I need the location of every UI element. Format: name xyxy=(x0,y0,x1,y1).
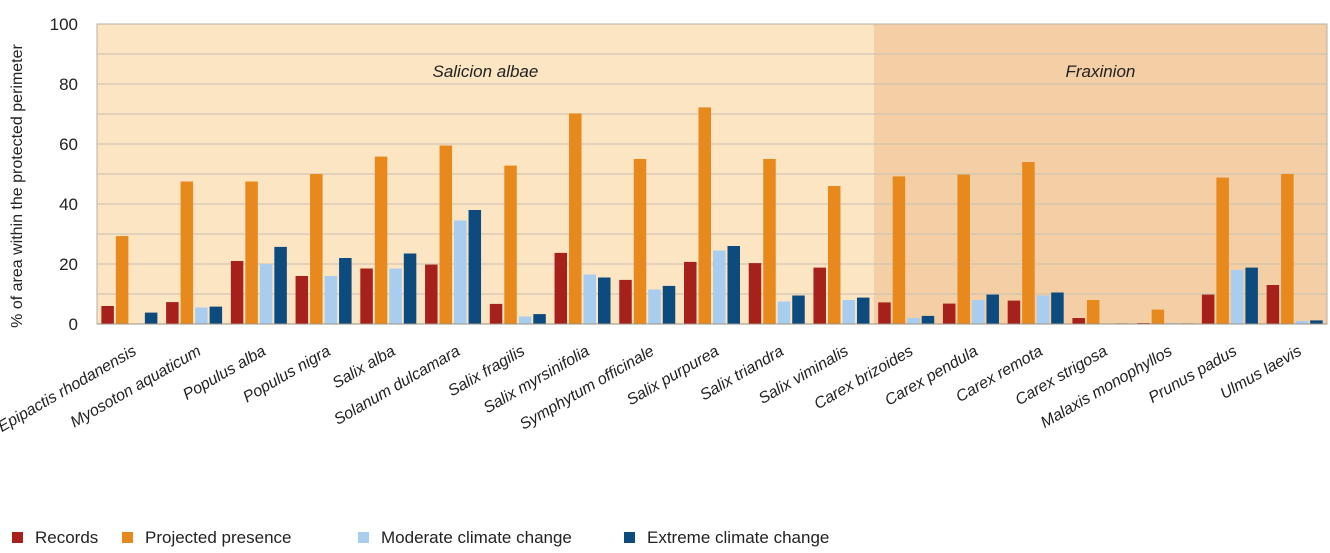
bar xyxy=(813,267,826,324)
bar xyxy=(230,261,244,324)
bar xyxy=(144,312,158,324)
bar xyxy=(957,174,970,324)
bar xyxy=(1072,318,1085,324)
bar xyxy=(583,274,597,324)
bar xyxy=(684,261,697,324)
region-label: Fraxinion xyxy=(1065,62,1135,81)
bar xyxy=(1201,294,1215,324)
bar xyxy=(504,165,517,324)
bar xyxy=(763,159,776,324)
bar xyxy=(468,210,482,324)
bar xyxy=(389,268,402,324)
bar xyxy=(274,246,287,324)
bar xyxy=(1245,267,1258,324)
bar xyxy=(403,253,417,324)
legend-label: Records xyxy=(35,528,98,547)
bar xyxy=(856,297,870,324)
bar xyxy=(245,181,258,324)
bar xyxy=(339,258,352,324)
y-tick-label: 40 xyxy=(59,195,78,214)
bar xyxy=(748,263,762,324)
bar xyxy=(425,264,438,324)
bar xyxy=(166,302,179,324)
bar xyxy=(662,285,676,324)
y-tick-label: 100 xyxy=(50,15,78,34)
bar xyxy=(892,176,906,324)
axes xyxy=(96,23,1328,325)
grid-lines xyxy=(97,23,1327,295)
bars xyxy=(101,107,1323,325)
bar xyxy=(698,107,711,325)
bar xyxy=(1295,321,1309,324)
bar xyxy=(360,268,373,324)
bar xyxy=(489,303,503,324)
bar xyxy=(827,186,841,324)
legend-swatch xyxy=(624,532,635,543)
region-label: Salicion albae xyxy=(432,62,538,81)
bar xyxy=(101,306,114,324)
bar xyxy=(554,252,568,324)
legend-swatch xyxy=(12,532,23,543)
y-tick-label: 0 xyxy=(69,315,78,334)
y-tick-label: 20 xyxy=(59,255,78,274)
bar xyxy=(713,250,726,324)
bar xyxy=(533,314,546,324)
bar xyxy=(1086,300,1100,324)
bar xyxy=(633,159,647,324)
bar xyxy=(1216,177,1229,324)
bar xyxy=(1036,295,1050,324)
bar xyxy=(1051,292,1064,324)
bar xyxy=(439,145,453,324)
bar xyxy=(777,301,791,324)
bar xyxy=(648,289,661,324)
bar xyxy=(1281,174,1294,324)
bar xyxy=(454,220,467,324)
bar xyxy=(907,318,920,324)
bar xyxy=(792,295,805,324)
bar xyxy=(1230,270,1244,324)
y-axis-label: % of area within the protected perimeter xyxy=(9,43,26,327)
bar xyxy=(295,276,309,324)
bar xyxy=(842,300,855,324)
bar xyxy=(942,303,956,324)
legend-label: Extreme climate change xyxy=(647,528,829,547)
bar xyxy=(115,236,129,324)
bar xyxy=(195,307,208,324)
x-tick-label: Salix myrsinifolia xyxy=(481,343,593,417)
y-tick-label: 60 xyxy=(59,135,78,154)
bar xyxy=(619,279,632,324)
y-tick-label: 80 xyxy=(59,75,78,94)
bar xyxy=(598,277,611,324)
bar xyxy=(986,294,999,324)
bar xyxy=(921,315,935,324)
bar xyxy=(310,174,323,324)
bar xyxy=(1310,320,1323,324)
bar xyxy=(727,246,740,324)
bar xyxy=(569,113,582,325)
legend-label: Moderate climate change xyxy=(381,528,572,547)
legend-label: Projected presence xyxy=(145,528,291,547)
bar xyxy=(374,156,388,324)
legend: Records Projected presence Moderate climat… xyxy=(12,528,829,547)
bar xyxy=(878,302,891,324)
legend-swatch xyxy=(122,532,133,543)
bar xyxy=(971,300,985,324)
bar xyxy=(324,276,338,324)
bar xyxy=(1022,162,1035,324)
bar xyxy=(518,316,532,324)
legend-swatch xyxy=(358,532,369,543)
bar xyxy=(259,264,273,324)
bar xyxy=(180,181,194,324)
bar xyxy=(209,306,223,324)
bar xyxy=(1266,285,1280,324)
bar xyxy=(1007,300,1021,324)
bar xyxy=(1151,309,1165,324)
